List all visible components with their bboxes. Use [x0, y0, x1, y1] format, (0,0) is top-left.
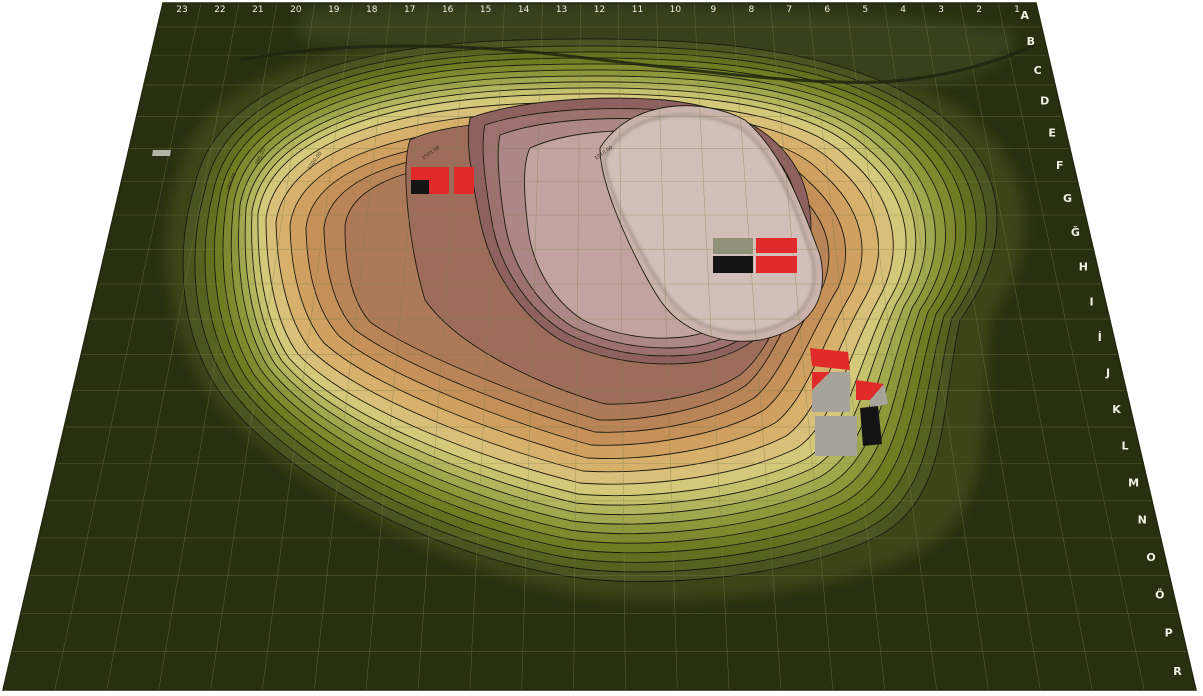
row-label: A: [1021, 9, 1030, 22]
black-marker[interactable]: [713, 256, 753, 273]
column-label: 15: [480, 5, 491, 15]
column-label: 7: [786, 5, 792, 15]
gray-marker[interactable]: [870, 384, 888, 408]
olive-gray-marker[interactable]: [713, 238, 753, 254]
row-label: E: [1048, 126, 1056, 139]
column-label: 21: [252, 5, 263, 15]
column-label: 11: [632, 5, 643, 15]
row-label: Ğ: [1071, 226, 1080, 239]
red-marker[interactable]: [454, 167, 474, 194]
red-marker[interactable]: [429, 180, 449, 194]
column-label: 9: [711, 5, 717, 15]
road: [239, 43, 1037, 84]
column-label: 1: [1014, 5, 1020, 15]
column-label: 13: [556, 5, 567, 15]
row-labels: AB C D E F G Ğ H I İ J K L M N O Ö P R: [1021, 9, 1183, 678]
black-marker[interactable]: [860, 406, 882, 446]
red-marker[interactable]: [756, 256, 797, 273]
column-label: 6: [824, 5, 830, 15]
red-marker[interactable]: [810, 348, 850, 370]
row-label: J: [1105, 367, 1110, 380]
row-label: D: [1040, 95, 1049, 108]
column-label: 19: [328, 5, 340, 15]
row-label: İ: [1098, 330, 1102, 344]
small-gray-marker[interactable]: [152, 150, 171, 156]
row-label: C: [1034, 64, 1042, 77]
row-label: K: [1112, 403, 1121, 416]
column-label: 20: [290, 5, 302, 15]
row-label: I: [1089, 295, 1093, 308]
gray-marker[interactable]: [812, 372, 850, 412]
marker-cluster-h8[interactable]: [713, 238, 797, 273]
red-marker[interactable]: [856, 380, 884, 400]
column-label: 4: [900, 5, 906, 15]
marker-cluster-g17[interactable]: [411, 167, 474, 194]
contour-label: 990.00: [226, 172, 238, 190]
row-label: G: [1063, 192, 1072, 205]
column-label: 22: [214, 5, 225, 15]
column-label: 23: [176, 5, 187, 15]
row-label: Ö: [1155, 588, 1164, 602]
column-label: 14: [518, 5, 530, 15]
column-label: 16: [442, 5, 454, 15]
map-grid: [3, 3, 1196, 690]
row-label: B: [1027, 35, 1035, 48]
row-label: N: [1138, 513, 1147, 526]
column-label: 17: [404, 5, 415, 15]
row-label: O: [1146, 551, 1155, 564]
column-label: 8: [748, 5, 754, 15]
row-label: F: [1056, 159, 1064, 172]
marker-cluster-k6[interactable]: [810, 348, 888, 456]
row-label: P: [1165, 627, 1173, 640]
column-label: 2: [976, 5, 982, 15]
gray-marker[interactable]: [815, 416, 857, 456]
row-label: R: [1173, 665, 1182, 678]
red-marker[interactable]: [411, 167, 449, 181]
row-label: H: [1079, 261, 1088, 274]
column-label: 12: [594, 5, 605, 15]
column-label: 18: [366, 5, 378, 15]
column-labels: 23 22 21 20 19 18 17 16 15 14 13 12 11 10 9 8 7 6 5 4 3 2 1: [176, 5, 1020, 15]
column-label: 3: [938, 5, 944, 15]
column-label: 5: [862, 5, 868, 15]
black-marker[interactable]: [411, 180, 429, 194]
red-marker[interactable]: [756, 238, 797, 253]
row-label: M: [1128, 476, 1139, 489]
column-label: 10: [670, 5, 682, 15]
row-label: L: [1122, 439, 1129, 452]
